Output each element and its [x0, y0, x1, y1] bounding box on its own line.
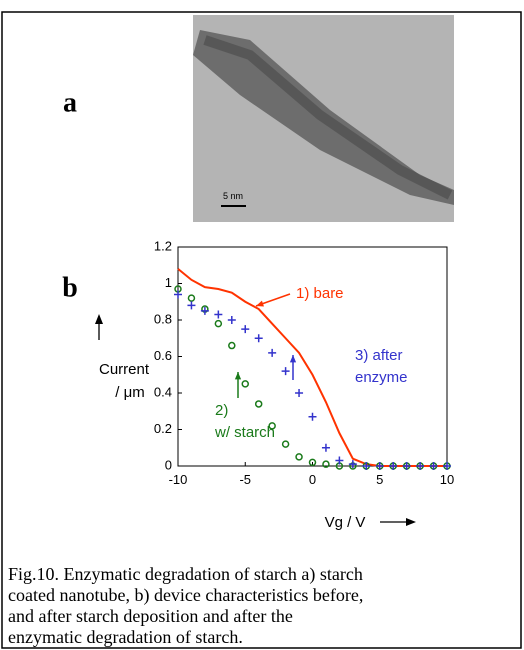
data-point — [214, 310, 223, 319]
data-point — [187, 301, 196, 310]
data-point — [443, 462, 451, 470]
data-point — [241, 380, 249, 388]
data-point — [389, 462, 398, 470]
series-line — [177, 268, 447, 467]
y-tick-label: 0.8 — [154, 311, 172, 326]
y-tick-label: 0.6 — [154, 348, 172, 363]
data-point — [281, 440, 290, 448]
data-point — [402, 462, 411, 470]
y-tick-label: 1.2 — [154, 238, 172, 253]
data-point — [335, 456, 344, 465]
caption: Fig.10. Enzymatic degradation of starch … — [8, 564, 363, 647]
data-point — [295, 453, 303, 461]
arrowhead — [406, 518, 416, 526]
data-point — [254, 400, 263, 408]
annotation: 1) bare — [296, 285, 344, 302]
tem-image — [193, 15, 454, 222]
data-point — [281, 367, 290, 376]
data-point — [295, 389, 304, 397]
data-point — [200, 306, 209, 315]
y-tick-label: 0.4 — [154, 384, 172, 399]
annotation: 2) — [215, 402, 228, 419]
x-tick-label: -5 — [239, 472, 251, 487]
data-point — [268, 422, 276, 430]
y-tick-label: 0 — [165, 457, 172, 472]
x-axis-label: Vg / V — [325, 514, 366, 531]
annotation: enzyme — [355, 369, 408, 386]
caption-line: Fig.10. Enzymatic degradation of starch … — [8, 564, 363, 585]
data-point — [321, 443, 330, 452]
data-point — [241, 325, 250, 334]
data-point — [268, 348, 277, 357]
y-axis-label: Current — [99, 361, 150, 378]
data-point — [214, 319, 223, 328]
arrowhead — [95, 314, 103, 324]
data-point — [429, 462, 438, 470]
y-axis-label: / μm — [115, 384, 144, 401]
arrowhead — [289, 355, 297, 363]
caption-line: enzymatic degradation of starch. — [8, 627, 243, 647]
arrowhead — [256, 300, 264, 307]
data-point — [187, 294, 196, 302]
data-point — [416, 462, 425, 470]
caption-line: and after starch deposition and after th… — [8, 606, 293, 626]
data-point — [228, 341, 236, 350]
caption-line: coated nanotube, b) device characteristi… — [8, 585, 363, 606]
panel-label: a — [63, 87, 77, 118]
y-tick-label: 1 — [165, 275, 172, 290]
x-tick-label: 5 — [376, 472, 383, 487]
x-tick-label: 10 — [440, 472, 454, 487]
data-point — [308, 458, 317, 467]
data-point — [322, 460, 330, 468]
frame — [1, 11, 522, 649]
data-point — [375, 462, 384, 470]
data-point — [174, 290, 182, 299]
panel-label: b — [62, 272, 78, 303]
x-tick-label: -10 — [169, 472, 188, 487]
annotation: w/ starch — [214, 424, 275, 441]
data-point — [362, 462, 371, 470]
scale-bar-label: 5 nm — [223, 191, 243, 201]
data-point — [308, 412, 317, 421]
arrowhead — [234, 372, 242, 380]
data-point — [227, 316, 236, 324]
data-point — [348, 460, 357, 469]
data-point — [254, 334, 263, 343]
y-tick-label: 0.2 — [154, 421, 172, 436]
x-tick-label: 0 — [309, 472, 316, 487]
annotation: 3) after — [355, 347, 403, 364]
